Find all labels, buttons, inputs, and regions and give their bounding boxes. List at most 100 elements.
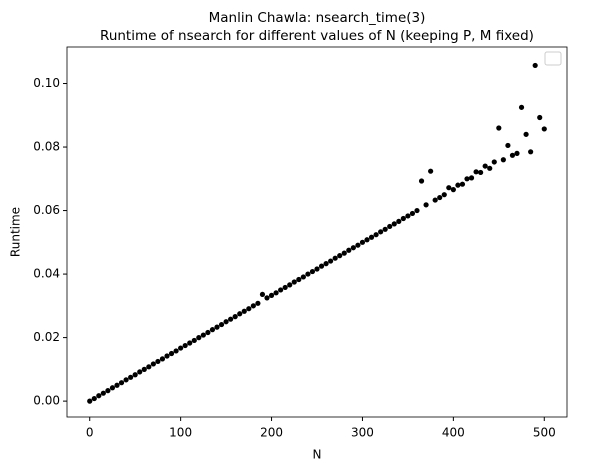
point — [378, 229, 384, 235]
point — [432, 197, 438, 203]
point — [191, 337, 197, 344]
point — [314, 266, 320, 272]
point — [437, 194, 443, 201]
point — [400, 215, 406, 222]
point — [287, 282, 293, 288]
x-tick-label: 0 — [86, 426, 94, 440]
point — [455, 182, 461, 188]
y-tick-label: 0.02 — [33, 330, 60, 344]
point — [87, 398, 93, 404]
x-axis-label: N — [313, 448, 322, 462]
point — [355, 242, 361, 248]
point — [137, 369, 143, 375]
point — [300, 274, 306, 280]
x-tick-label: 100 — [169, 426, 192, 440]
point — [159, 356, 166, 362]
point — [382, 226, 388, 232]
point — [350, 245, 356, 251]
point — [332, 255, 338, 261]
point — [168, 350, 175, 357]
point — [187, 340, 193, 346]
point — [128, 374, 134, 380]
point — [205, 329, 211, 336]
y-tick-label: 0.08 — [33, 140, 60, 154]
point — [164, 353, 170, 359]
point — [518, 104, 525, 110]
point — [305, 271, 311, 277]
point — [323, 261, 329, 267]
point — [478, 169, 484, 176]
y-tick-label: 0.00 — [33, 394, 60, 408]
point — [509, 152, 516, 158]
point — [396, 218, 402, 224]
point — [114, 382, 120, 388]
point — [296, 276, 302, 283]
point — [423, 202, 429, 208]
point — [337, 253, 343, 259]
x-tick-label: 500 — [533, 426, 556, 440]
point — [273, 290, 279, 296]
point — [282, 284, 288, 291]
point — [246, 306, 252, 312]
point — [196, 335, 202, 341]
point — [450, 187, 456, 193]
point — [209, 327, 216, 333]
point — [118, 380, 125, 386]
point — [178, 345, 184, 351]
point — [132, 372, 138, 378]
point — [391, 221, 397, 227]
point — [387, 223, 393, 230]
point — [309, 268, 316, 275]
legend-box — [544, 51, 562, 66]
chart-title: Manlin Chawla: nsearch_time(3) — [209, 10, 426, 26]
point — [173, 348, 179, 354]
point — [241, 308, 247, 314]
chart-subtitle: Runtime of nsearch for different values … — [100, 28, 534, 44]
x-tick-label: 200 — [260, 426, 283, 440]
point — [141, 366, 147, 372]
y-axis-label: Runtime — [9, 207, 23, 257]
point — [473, 169, 479, 175]
point — [468, 175, 475, 181]
point — [441, 192, 447, 198]
point — [528, 149, 534, 155]
point — [237, 311, 243, 317]
y-tick-label: 0.04 — [33, 267, 60, 281]
point — [291, 279, 297, 285]
point — [155, 358, 161, 365]
point — [318, 263, 325, 269]
point — [491, 159, 497, 165]
point — [200, 332, 206, 338]
point — [428, 168, 434, 174]
point — [368, 234, 375, 240]
point — [482, 163, 488, 169]
plot-frame — [66, 46, 568, 418]
point — [459, 181, 466, 187]
point — [268, 292, 275, 298]
point — [537, 114, 543, 121]
x-tick-label: 400 — [442, 426, 465, 440]
point — [255, 300, 261, 306]
point — [405, 213, 411, 219]
point — [218, 321, 225, 328]
point — [500, 157, 506, 163]
point — [223, 319, 229, 325]
point — [264, 295, 270, 301]
point — [496, 125, 502, 131]
point — [523, 131, 529, 137]
point — [109, 385, 116, 391]
point — [364, 237, 370, 243]
point — [487, 165, 493, 171]
x-tick-label: 300 — [351, 426, 374, 440]
point — [259, 291, 266, 298]
point — [359, 239, 366, 245]
point — [373, 232, 379, 238]
point — [418, 178, 425, 184]
point — [146, 364, 152, 370]
point — [150, 361, 156, 367]
point — [250, 303, 256, 309]
point — [100, 390, 106, 396]
y-tick-label: 0.06 — [33, 203, 60, 217]
point — [414, 207, 420, 214]
